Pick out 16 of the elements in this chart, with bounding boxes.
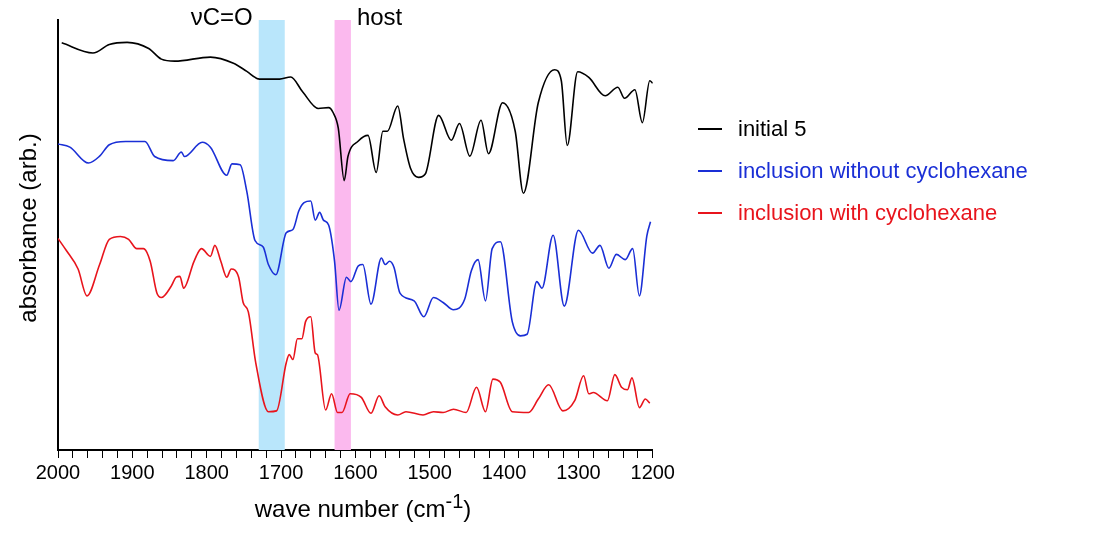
x-tick-label: 1900 [110, 460, 155, 483]
band-label: νC=O [190, 2, 253, 30]
x-tick-label: 1700 [258, 460, 304, 483]
x-tick-label: 1200 [630, 460, 675, 483]
legend-label: inclusion with cyclohexane [738, 199, 998, 227]
x-axis-title: wave number (cm$^{-1}$) [253, 490, 473, 523]
band-label: host [356, 2, 403, 30]
x-tick-label: 1600 [333, 460, 378, 483]
y-axis-title: absorbance (arb.) [14, 133, 42, 323]
x-tick-label: 1300 [556, 460, 601, 483]
legend-label: initial 5 [738, 115, 807, 143]
x-tick-label: 1800 [184, 460, 229, 483]
legend-label: inclusion without cyclohexane [738, 157, 1028, 185]
x-tick-label: 2000 [35, 460, 81, 483]
x-tick-label: 1500 [407, 460, 452, 483]
x-tick-label: 1400 [481, 460, 527, 483]
